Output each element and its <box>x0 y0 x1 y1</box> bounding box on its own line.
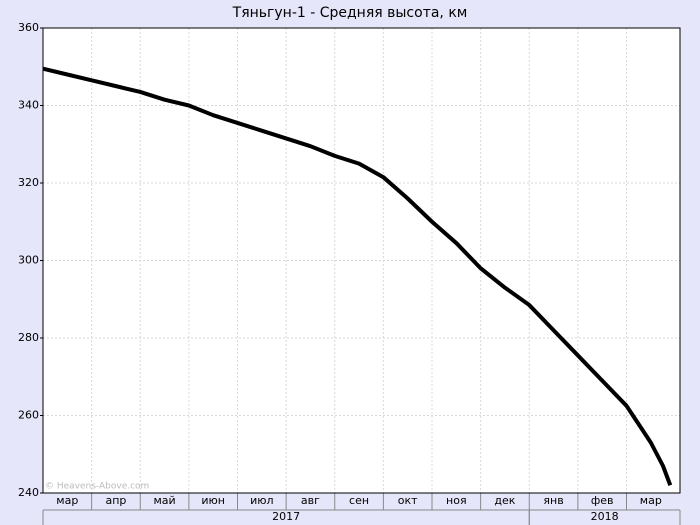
plot-area <box>43 28 680 493</box>
x-tick-label: фев <box>591 494 614 507</box>
y-tick-label: 260 <box>18 409 39 422</box>
y-tick-label: 280 <box>18 331 39 344</box>
x-tick-label: май <box>153 494 175 507</box>
line-series <box>42 66 673 486</box>
y-tick-label: 300 <box>18 254 39 267</box>
x-tick-label: авг <box>301 494 320 507</box>
x-tick-label: мар <box>640 494 662 507</box>
x-tick-label: дек <box>494 494 515 507</box>
y-tick-label: 360 <box>18 21 39 34</box>
watermark: © Heavens-Above.com <box>45 482 149 492</box>
plot-border <box>42 27 681 494</box>
x-group-label: 2018 <box>591 510 619 523</box>
x-group-label: 2017 <box>272 510 300 523</box>
x-tick-label: мар <box>56 494 78 507</box>
x-tick-label: сен <box>349 494 369 507</box>
chart-title: Тяньгун-1 - Средняя высота, км <box>232 5 468 21</box>
x-tick-label: июн <box>201 494 225 507</box>
x-tick-label: янв <box>543 494 563 507</box>
y-tick-label: 340 <box>18 99 39 112</box>
y-tick-label: 320 <box>18 176 39 189</box>
y-tick-label: 240 <box>18 486 39 499</box>
x-tick-label: июл <box>250 494 273 507</box>
x-tick-label: ноя <box>446 494 467 507</box>
x-tick-label: апр <box>105 494 126 507</box>
x-tick-label: окт <box>398 494 418 507</box>
